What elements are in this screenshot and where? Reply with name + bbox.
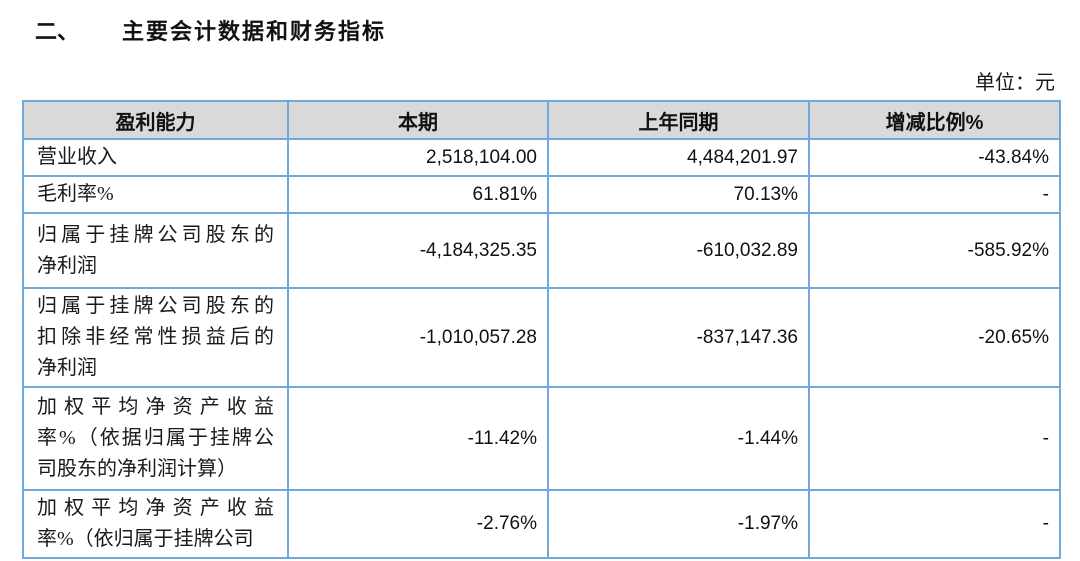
table-header-row: 盈利能力 本期 上年同期 增减比例% xyxy=(22,100,1061,140)
row-label-cell: 毛利率% xyxy=(22,175,289,214)
row-label-cell: 加权平均净资产收益 率%（依据归属于挂牌公 司股东的净利润计算） xyxy=(22,386,289,491)
column-header-profitability: 盈利能力 xyxy=(22,100,289,140)
row-label-cell: 归属于挂牌公司股东的 净利润 xyxy=(22,212,289,289)
prior-period-cell: -1.44% xyxy=(547,386,810,491)
prior-period-cell: 70.13% xyxy=(547,175,810,214)
change-ratio-cell: - xyxy=(808,489,1061,559)
table-row: 毛利率% 61.81% 70.13% - xyxy=(22,175,1061,214)
current-period-cell: 61.81% xyxy=(287,175,549,214)
change-ratio-cell: -585.92% xyxy=(808,212,1061,289)
label-line: 率%（依归属于挂牌公司 xyxy=(37,528,254,550)
current-period-cell: -2.76% xyxy=(287,489,549,559)
column-header-change-ratio: 增减比例% xyxy=(808,100,1061,140)
table-row: 加权平均净资产收益 率%（依归属于挂牌公司 -2.76% -1.97% - xyxy=(22,489,1061,559)
label-line: 净利润 xyxy=(37,357,97,379)
table-row: 归属于挂牌公司股东的 扣除非经常性损益后的 净利润 -1,010,057.28 … xyxy=(22,287,1061,388)
label-line: 扣除非经常性损益后的 xyxy=(37,326,274,348)
change-ratio-cell: -20.65% xyxy=(808,287,1061,388)
page-title: 二、 主要会计数据和财务指标 xyxy=(35,14,386,46)
unit-label: 单位：元 xyxy=(975,72,1055,94)
section-title: 主要会计数据和财务指标 xyxy=(122,19,387,44)
label-line: 净利润 xyxy=(37,254,97,277)
prior-period-cell: -837,147.36 xyxy=(547,287,810,388)
row-label-cell: 加权平均净资产收益 率%（依归属于挂牌公司 xyxy=(22,489,289,559)
current-period-cell: -4,184,325.35 xyxy=(287,212,549,289)
section-number: 二、 xyxy=(35,19,80,44)
label-line: 加权平均净资产收益 xyxy=(37,396,274,418)
change-ratio-cell: -43.84% xyxy=(808,138,1061,177)
prior-period-cell: -610,032.89 xyxy=(547,212,810,289)
change-ratio-cell: - xyxy=(808,175,1061,214)
current-period-cell: 2,518,104.00 xyxy=(287,138,549,177)
table-row: 营业收入 2,518,104.00 4,484,201.97 -43.84% xyxy=(22,138,1061,177)
label-line: 率%（依据归属于挂牌公 xyxy=(37,427,274,449)
row-label-cell: 归属于挂牌公司股东的 扣除非经常性损益后的 净利润 xyxy=(22,287,289,388)
table-row: 归属于挂牌公司股东的 净利润 -4,184,325.35 -610,032.89… xyxy=(22,212,1061,289)
label-line: 归属于挂牌公司股东的 xyxy=(37,295,274,317)
label-line: 毛利率% xyxy=(37,183,114,205)
table-row: 加权平均净资产收益 率%（依据归属于挂牌公 司股东的净利润计算） -11.42%… xyxy=(22,386,1061,491)
label-line: 加权平均净资产收益 xyxy=(37,497,274,519)
label-line: 司股东的净利润计算） xyxy=(37,458,237,480)
row-label-cell: 营业收入 xyxy=(22,138,289,177)
change-ratio-cell: - xyxy=(808,386,1061,491)
current-period-cell: -1,010,057.28 xyxy=(287,287,549,388)
column-header-current-period: 本期 xyxy=(287,100,549,140)
label-line: 归属于挂牌公司股东的 xyxy=(37,223,274,246)
current-period-cell: -11.42% xyxy=(287,386,549,491)
column-header-prior-period: 上年同期 xyxy=(547,100,810,140)
label-line: 营业收入 xyxy=(37,146,117,168)
prior-period-cell: 4,484,201.97 xyxy=(547,138,810,177)
financial-indicators-table: 盈利能力 本期 上年同期 增减比例% 营业收入 2,518,104.00 4,4… xyxy=(22,100,1061,559)
prior-period-cell: -1.97% xyxy=(547,489,810,559)
